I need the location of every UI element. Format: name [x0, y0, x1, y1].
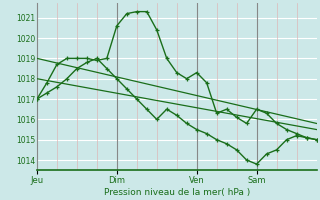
X-axis label: Pression niveau de la mer( hPa ): Pression niveau de la mer( hPa ) — [104, 188, 250, 197]
